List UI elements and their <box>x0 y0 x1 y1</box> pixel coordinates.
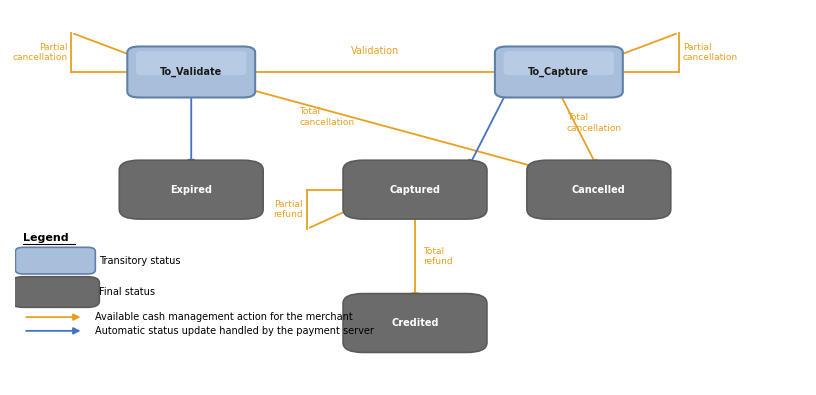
Text: Available cash management action for the merchant: Available cash management action for the… <box>95 312 353 322</box>
Text: Total
cancellation: Total cancellation <box>567 113 622 133</box>
FancyBboxPatch shape <box>343 293 487 352</box>
FancyBboxPatch shape <box>527 160 671 219</box>
FancyBboxPatch shape <box>11 277 100 307</box>
Text: Total
cancellation: Total cancellation <box>299 107 354 127</box>
FancyBboxPatch shape <box>503 51 614 75</box>
FancyBboxPatch shape <box>127 47 255 98</box>
Text: Legend: Legend <box>24 233 69 243</box>
Text: To_Capture: To_Capture <box>529 67 589 77</box>
Text: Cancelled: Cancelled <box>572 184 626 195</box>
Text: Final status: Final status <box>100 287 155 297</box>
Text: Automatic status update handled by the payment server: Automatic status update handled by the p… <box>95 326 375 336</box>
Text: Expired: Expired <box>171 184 212 195</box>
Text: Captured: Captured <box>389 184 441 195</box>
Text: To_Validate: To_Validate <box>160 67 222 77</box>
Text: Total
refund: Total refund <box>423 246 453 266</box>
Text: Partial
cancellation: Partial cancellation <box>12 43 68 62</box>
FancyBboxPatch shape <box>343 160 487 219</box>
FancyBboxPatch shape <box>136 51 246 75</box>
FancyBboxPatch shape <box>495 47 623 98</box>
FancyBboxPatch shape <box>16 247 95 274</box>
Text: Partial
refund: Partial refund <box>273 199 303 219</box>
Text: Transitory status: Transitory status <box>100 256 181 266</box>
Text: Partial
cancellation: Partial cancellation <box>683 43 738 62</box>
Text: Validation: Validation <box>351 46 399 56</box>
Text: Credited: Credited <box>391 318 439 328</box>
FancyBboxPatch shape <box>119 160 264 219</box>
